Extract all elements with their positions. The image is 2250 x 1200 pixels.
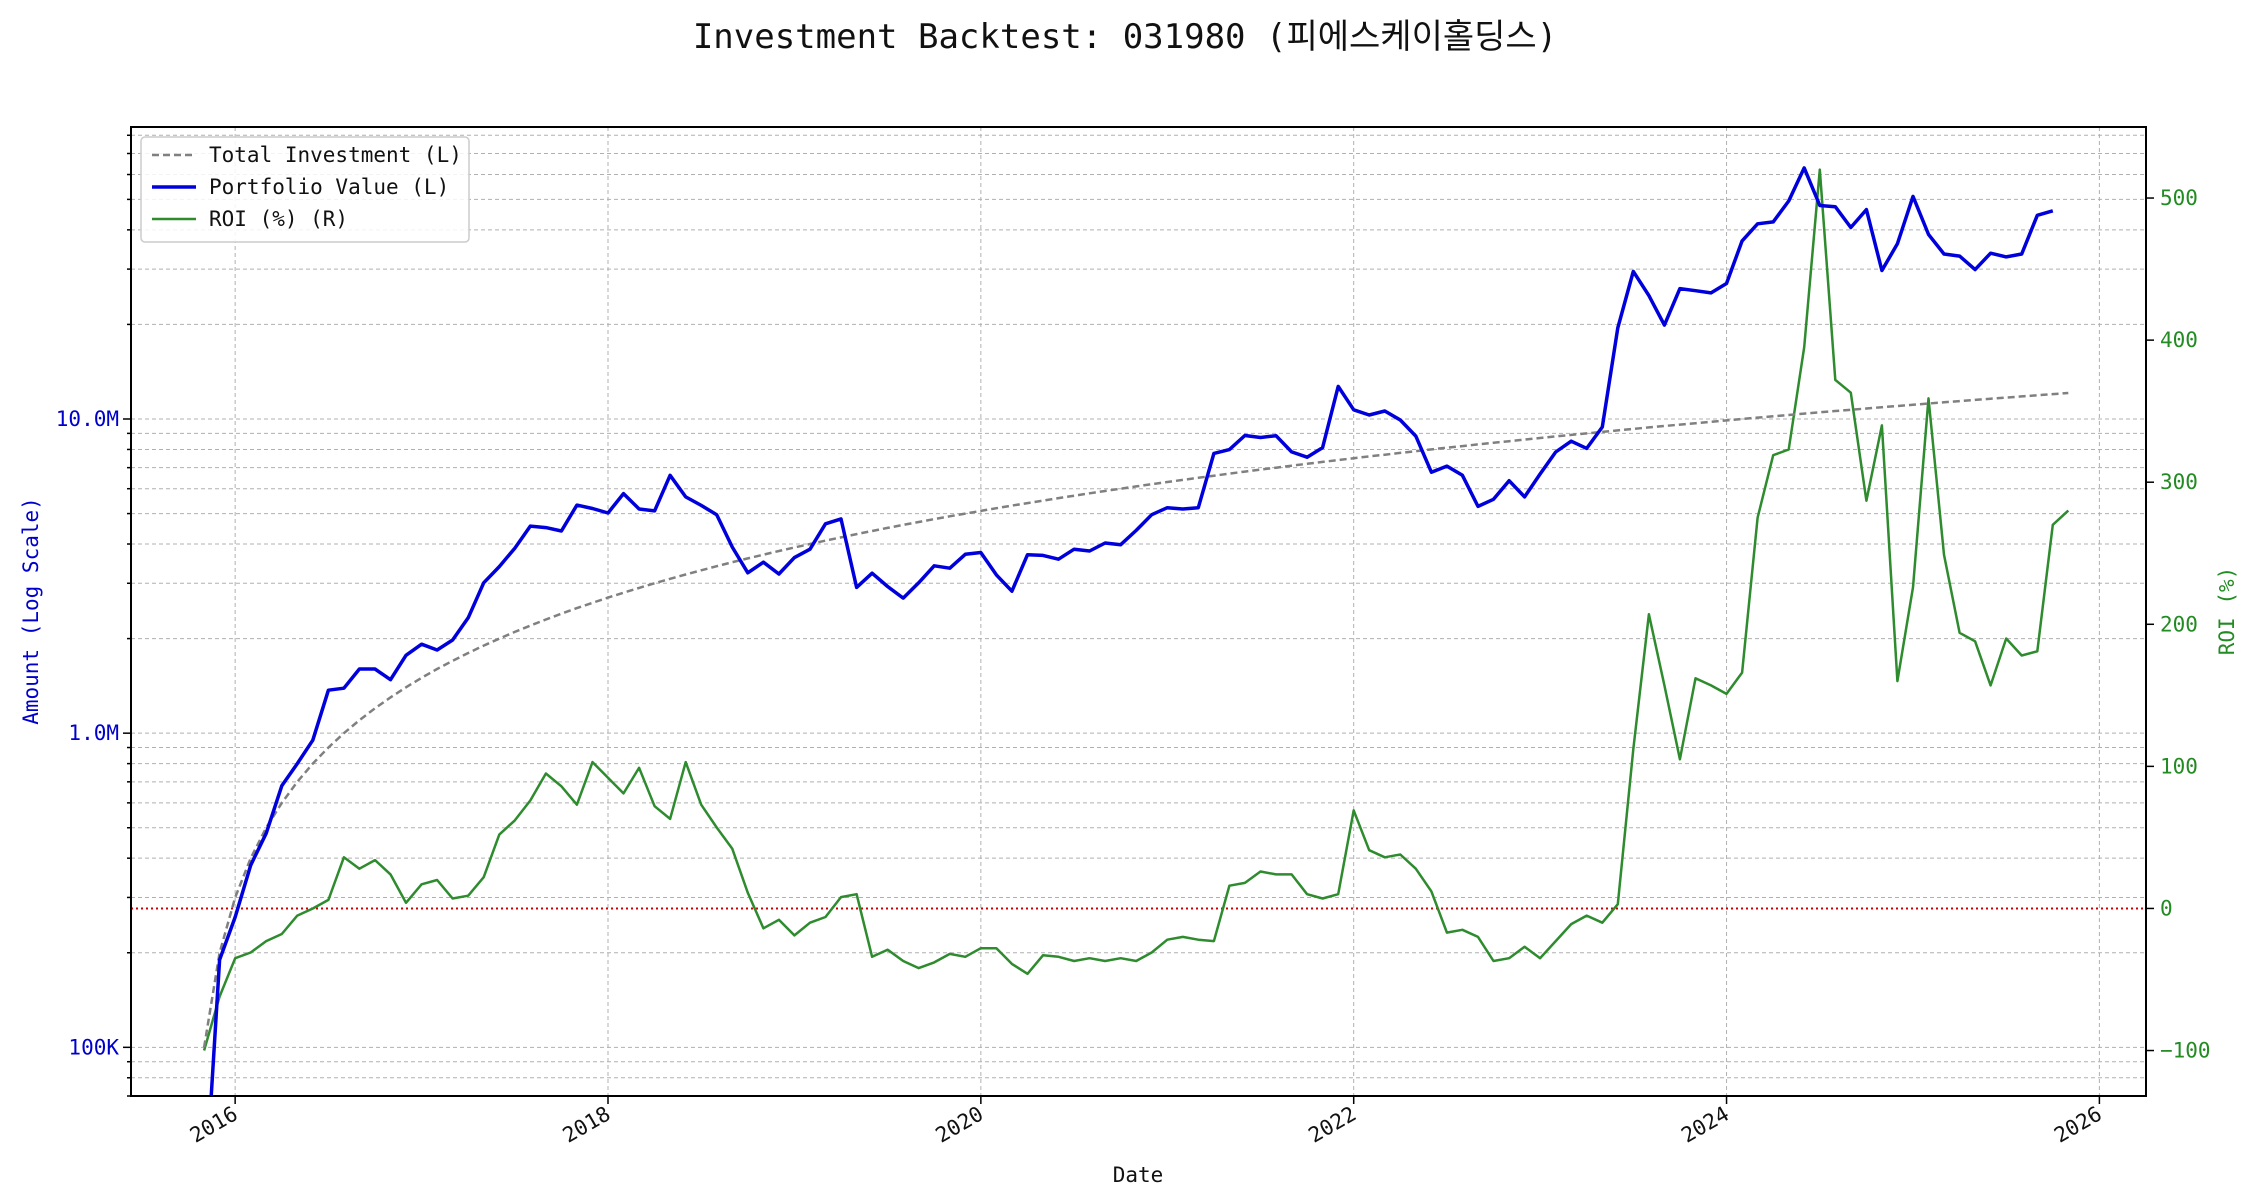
series-line-total-investment [202, 391, 2069, 1048]
y-right-tick-label: 100 [2160, 754, 2198, 778]
legend-label-portfolio-value: Portfolio Value (L) [209, 175, 449, 199]
plot-frame [130, 126, 2147, 1097]
y-right-tick-label: 500 [2160, 186, 2198, 210]
y-axis-left-label: Amount (Log Scale) [19, 497, 43, 725]
chart-title: Investment Backtest: 031980 (피에스케이홀딩스) [693, 17, 1557, 57]
y-axis-right: −100 0 100 200 300 400 500 [2146, 186, 2211, 1063]
x-tick-label: 2020 [932, 1102, 988, 1148]
y-axis-left: 100K 1.0M 10.0M [56, 134, 131, 1097]
legend-label-roi: ROI (%) (R) [209, 207, 348, 231]
x-tick-label: 2016 [186, 1102, 242, 1148]
y-right-tick-label: 200 [2160, 612, 2198, 636]
legend: Total Investment (L) Portfolio Value (L)… [140, 136, 470, 243]
plot-area [131, 127, 2146, 1096]
x-axis: 2016 2018 2020 2022 2024 2026 [186, 1096, 2106, 1148]
legend-label-total-investment: Total Investment (L) [209, 143, 462, 167]
x-tick-label: 2026 [2050, 1102, 2106, 1148]
x-tick-label: 2018 [559, 1102, 615, 1148]
y-left-tick-label: 10.0M [56, 407, 119, 431]
grid-lines [131, 127, 2146, 1097]
y-left-tick-label: 1.0M [68, 721, 119, 745]
x-axis-label: Date [1113, 1163, 1164, 1187]
y-right-tick-label: 400 [2160, 328, 2198, 352]
x-tick-label: 2022 [1304, 1102, 1360, 1148]
series-line-portfolio-value [209, 166, 2054, 1096]
y-right-tick-label: 300 [2160, 470, 2198, 494]
y-axis-right-label: ROI (%) [2215, 567, 2239, 656]
series-layer [202, 166, 2070, 1096]
y-left-tick-label: 100K [68, 1035, 119, 1059]
series-line-roi [202, 168, 2070, 1051]
legend-box [140, 136, 470, 243]
x-tick-label: 2024 [1677, 1102, 1733, 1148]
y-right-tick-label: −100 [2160, 1039, 2211, 1063]
y-right-tick-label: 0 [2160, 896, 2173, 920]
